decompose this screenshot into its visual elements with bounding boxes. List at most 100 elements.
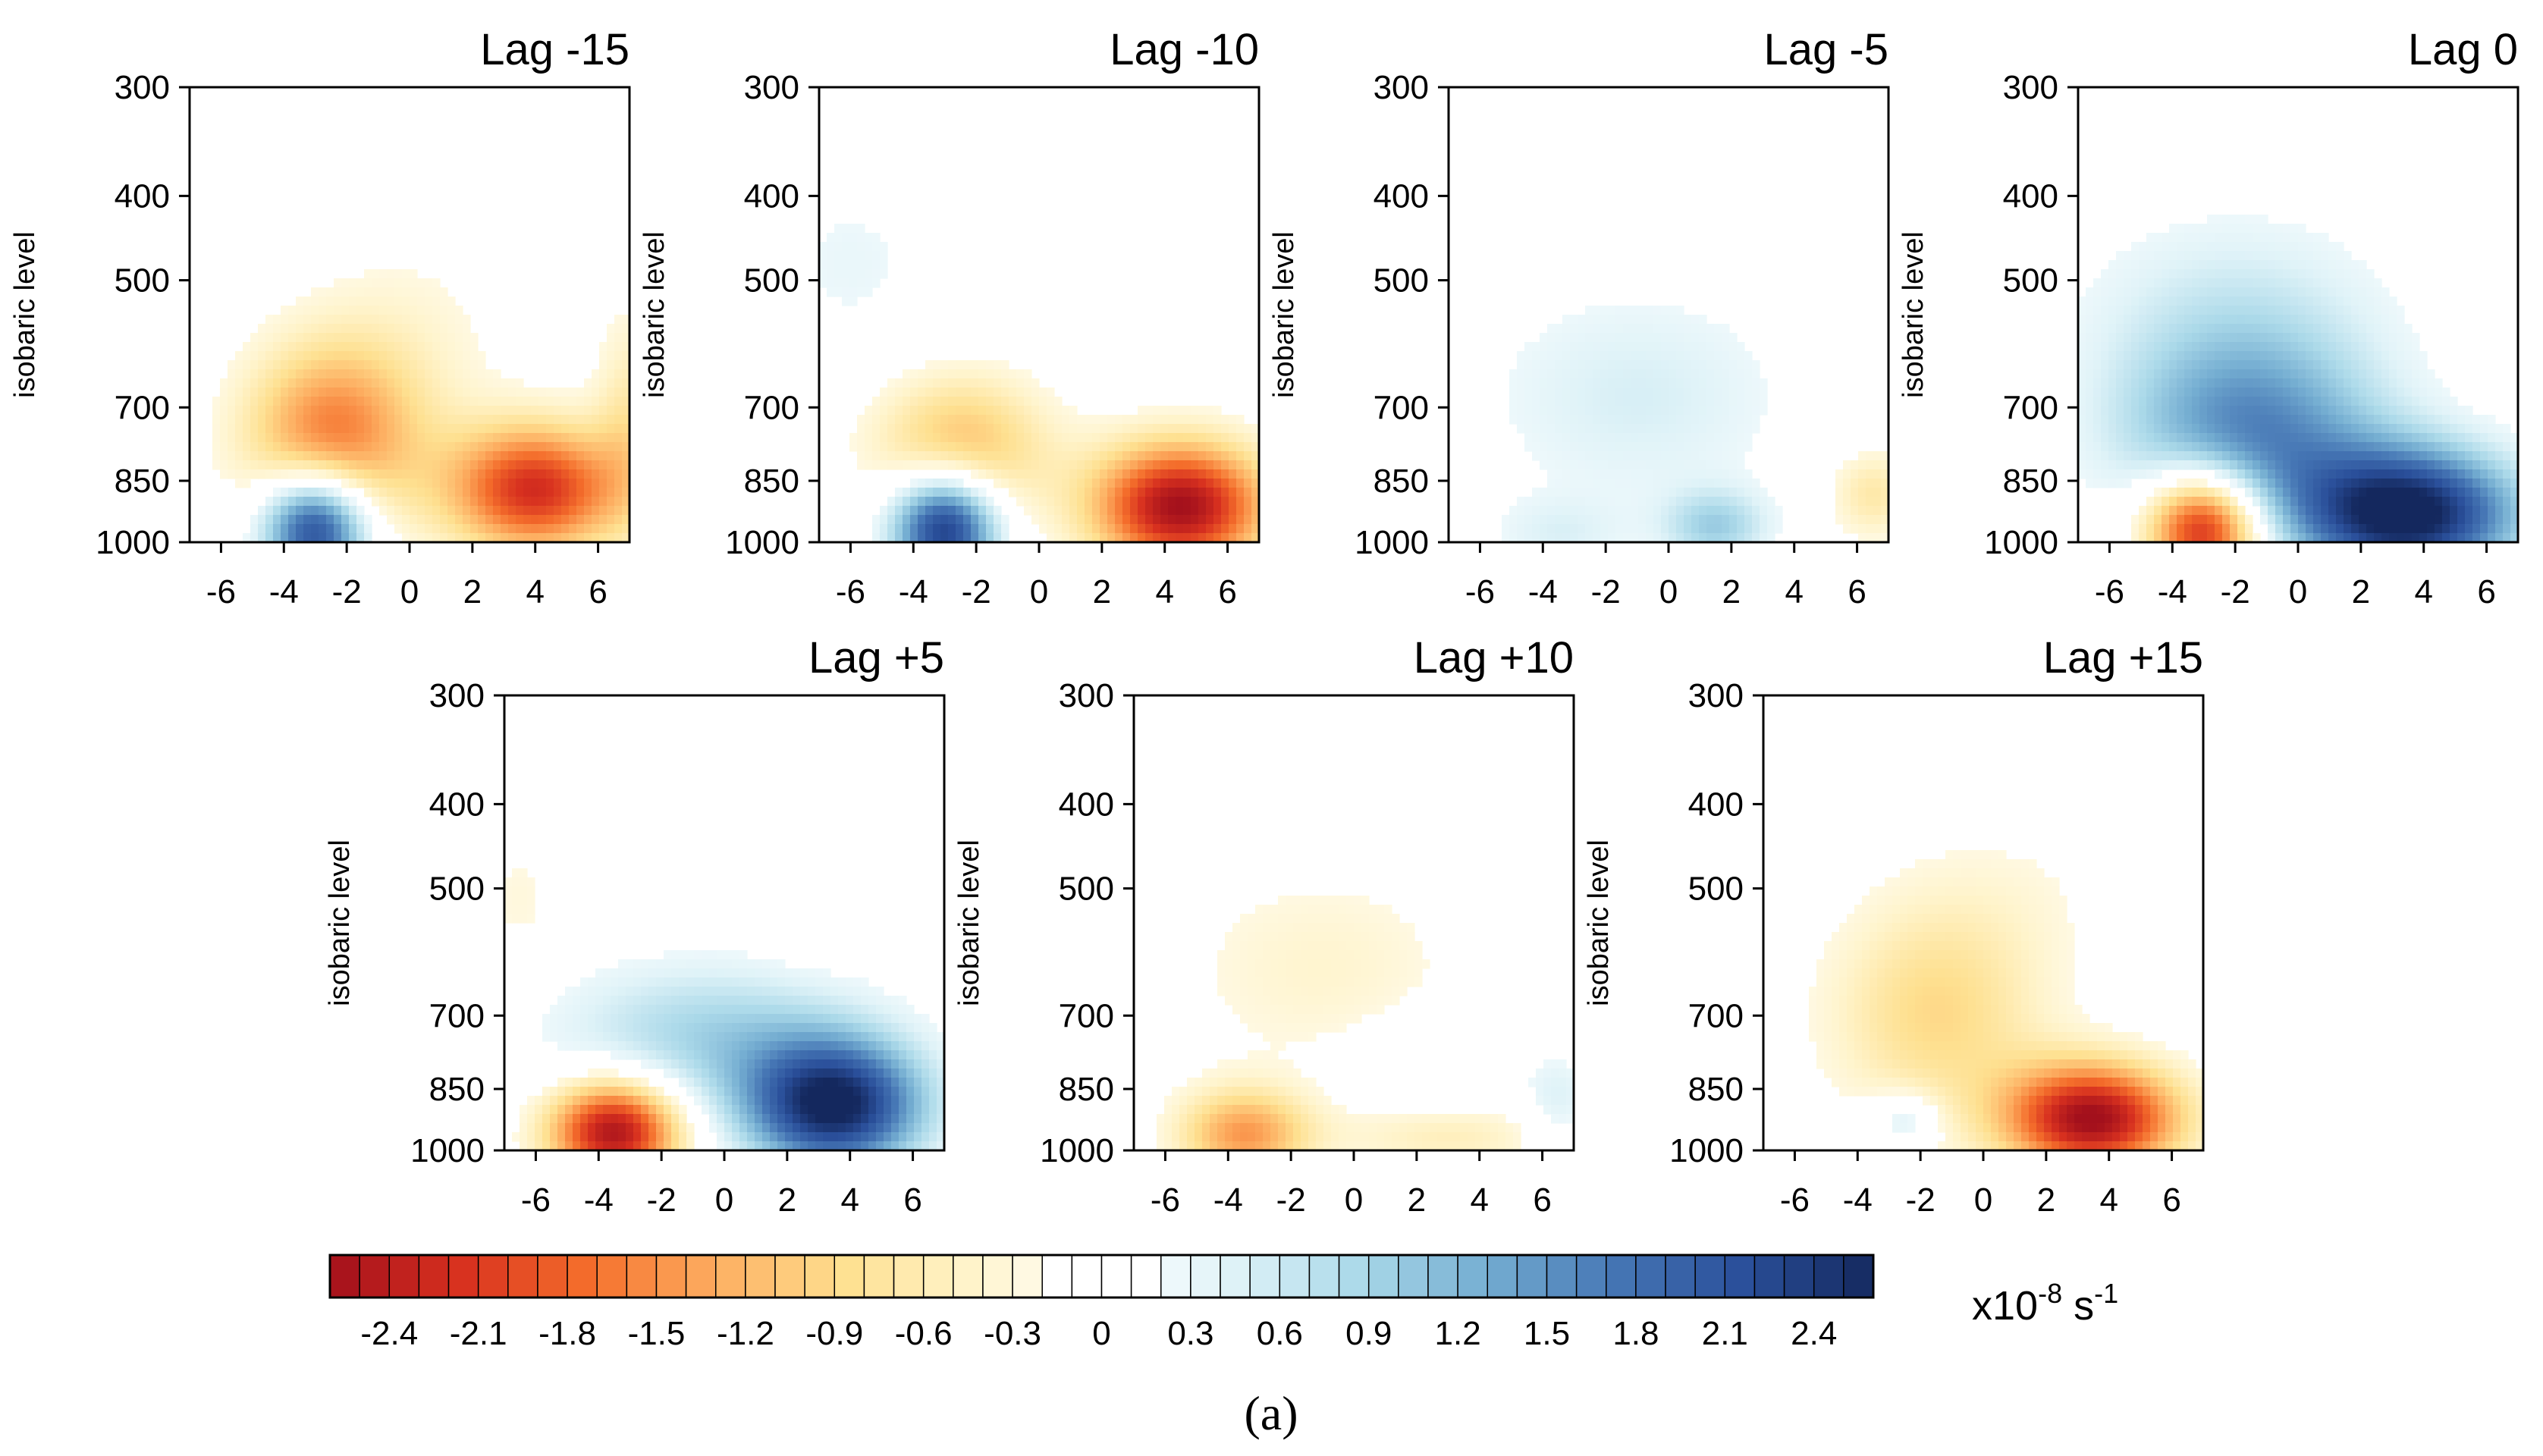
- heatmap-cell: [2275, 251, 2284, 261]
- heatmap-cell: [1532, 488, 1540, 497]
- heatmap-cell: [849, 433, 858, 443]
- heatmap-cell: [258, 369, 266, 379]
- heatmap-cell: [1251, 515, 1260, 525]
- heatmap-cell: [417, 451, 425, 461]
- heatmap-cell: [2139, 242, 2147, 252]
- heatmap-cell: [2298, 460, 2306, 470]
- heatmap-cell: [1653, 415, 1662, 425]
- heatmap-cell: [626, 968, 634, 978]
- heatmap-cell: [2215, 242, 2223, 252]
- heatmap-cell: [2397, 333, 2405, 343]
- heatmap-cell: [2465, 433, 2473, 443]
- heatmap-cell: [2184, 488, 2193, 497]
- heatmap-cell: [2253, 278, 2261, 288]
- heatmap-cell: [561, 488, 570, 497]
- heatmap-cell: [2268, 378, 2276, 388]
- heatmap-cell: [463, 479, 471, 488]
- heatmap-cell: [1236, 460, 1245, 470]
- heatmap-cell: [2495, 479, 2504, 488]
- heatmap-cell: [2093, 442, 2102, 452]
- heatmap-cell: [2344, 533, 2352, 543]
- heatmap-cell: [1251, 524, 1260, 534]
- heatmap-cell: [2131, 406, 2140, 416]
- heatmap-cell: [2381, 515, 2390, 525]
- heatmap-cell: [2207, 451, 2215, 461]
- heatmap-cell: [2397, 360, 2405, 370]
- heatmap-cell: [1881, 506, 1889, 516]
- heatmap-cell: [2435, 442, 2443, 452]
- heatmap-cell: [2154, 360, 2162, 370]
- heatmap-cell: [2199, 460, 2208, 470]
- heatmap-cell: [228, 378, 236, 388]
- heatmap-cell: [2298, 397, 2306, 406]
- heatmap-cell: [341, 333, 350, 343]
- heatmap-cell: [2124, 433, 2132, 443]
- heatmap-cell: [2268, 506, 2276, 516]
- heatmap-cell: [2442, 533, 2450, 543]
- heatmap-cell: [303, 324, 312, 334]
- heatmap-cell: [2283, 306, 2291, 315]
- heatmap-cell: [1691, 469, 1700, 479]
- heatmap-cell: [1047, 479, 1055, 488]
- heatmap-cell: [2328, 260, 2337, 270]
- heatmap-cell: [2124, 397, 2132, 406]
- heatmap-cell: [2457, 497, 2466, 507]
- heatmap-cell: [531, 460, 539, 470]
- heatmap-cell: [258, 378, 266, 388]
- heatmap-cell: [1858, 506, 1866, 516]
- heatmap-cell: [963, 378, 972, 388]
- heatmap-cell: [2306, 360, 2314, 370]
- heatmap-cell: [1578, 515, 1586, 525]
- heatmap-cell: [2139, 533, 2147, 543]
- heatmap-cell: [971, 497, 979, 507]
- heatmap-cell: [516, 406, 524, 416]
- heatmap-cell: [2207, 360, 2215, 370]
- heatmap-cell: [709, 996, 717, 1006]
- heatmap-cell: [432, 524, 441, 534]
- heatmap-cell: [872, 424, 881, 434]
- heatmap-cell: [2397, 460, 2405, 470]
- y-axis-label: isobaric level: [1268, 231, 1300, 398]
- y-tick-label: 700: [115, 389, 170, 426]
- heatmap-cell: [402, 515, 410, 525]
- heatmap-cell: [903, 497, 911, 507]
- heatmap-cell: [1570, 506, 1578, 516]
- heatmap-cell: [296, 378, 304, 388]
- heatmap-cell: [2336, 497, 2344, 507]
- heatmap-cell: [2465, 479, 2473, 488]
- heatmap-cell: [2336, 342, 2344, 352]
- heatmap-cell: [2381, 315, 2390, 325]
- heatmap-cell: [402, 479, 410, 488]
- heatmap-cell: [2162, 378, 2170, 388]
- heatmap-cell: [2336, 469, 2344, 479]
- heatmap-cell: [2465, 415, 2473, 425]
- heatmap-cell: [2215, 224, 2223, 234]
- heatmap-cell: [2359, 397, 2367, 406]
- heatmap-cell: [2260, 278, 2268, 288]
- heatmap-cell: [2412, 342, 2420, 352]
- heatmap-cell: [994, 524, 1002, 534]
- heatmap-cell: [2230, 269, 2238, 279]
- heatmap-cell: [2328, 451, 2337, 461]
- heatmap-cell: [1039, 424, 1047, 434]
- heatmap-cell: [1039, 506, 1047, 516]
- heatmap-cell: [2177, 333, 2185, 343]
- heatmap-cell: [546, 460, 554, 470]
- heatmap-cell: [1646, 479, 1654, 488]
- heatmap-cell: [2078, 397, 2086, 406]
- heatmap-cell: [2404, 324, 2413, 334]
- heatmap-cell: [1873, 488, 1882, 497]
- heatmap-cell: [250, 442, 259, 452]
- heatmap-cell: [319, 433, 327, 443]
- heatmap-cell: [1107, 524, 1116, 534]
- heatmap-cell: [592, 533, 600, 543]
- heatmap-cell: [595, 968, 604, 978]
- heatmap-cell: [956, 497, 964, 507]
- heatmap-cell: [2192, 224, 2200, 234]
- heatmap-cell: [1722, 506, 1730, 516]
- heatmap-cell: [576, 415, 585, 425]
- heatmap-cell: [2359, 451, 2367, 461]
- y-axis-label: isobaric level: [639, 231, 670, 398]
- heatmap-cell: [523, 397, 532, 406]
- heatmap-cell: [2108, 278, 2117, 288]
